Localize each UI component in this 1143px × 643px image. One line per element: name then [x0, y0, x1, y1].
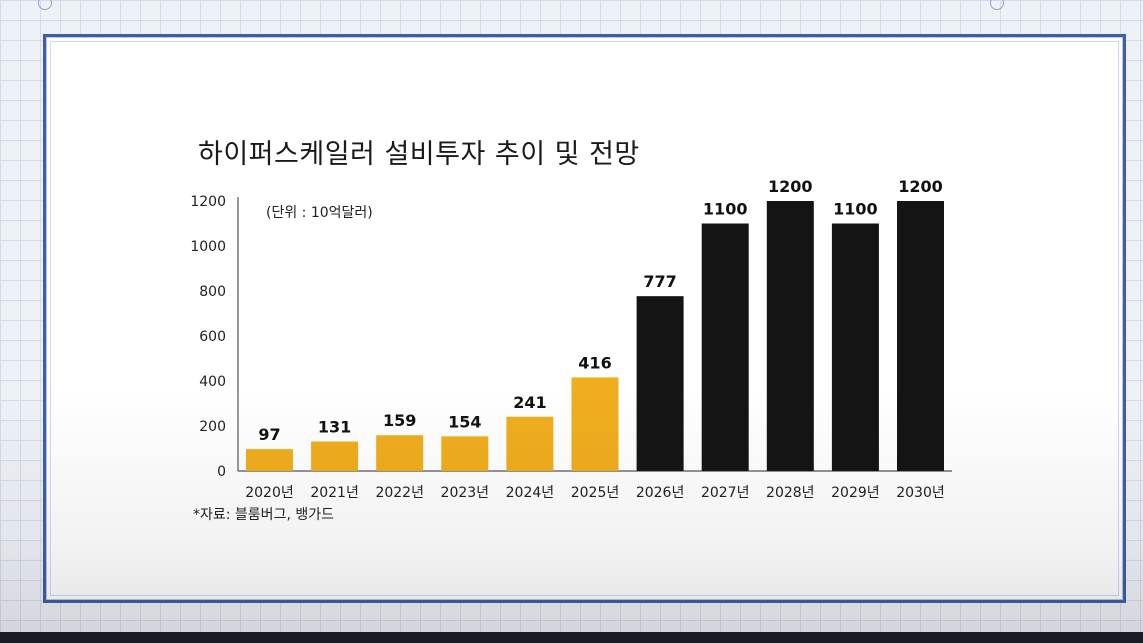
y-tick-label: 1000: [190, 239, 226, 255]
chart-title: 하이퍼스케일러 설비투자 추이 및 전망: [198, 139, 640, 170]
y-tick-label: 200: [199, 419, 226, 435]
x-tick-label: 2024년: [506, 485, 555, 501]
x-tick-label: 2022년: [375, 485, 424, 501]
bar-2023년: [441, 436, 489, 471]
corner-mark-left: [38, 0, 52, 10]
x-tick-label: 2029년: [831, 485, 880, 501]
bar-2029년: [831, 223, 879, 471]
bar-2022년: [376, 435, 424, 471]
y-tick-label: 400: [199, 374, 226, 390]
data-label: 1200: [768, 177, 813, 196]
y-tick-label: 1200: [190, 194, 226, 210]
data-label: 1100: [833, 200, 878, 219]
bar-2024년: [506, 416, 554, 471]
bottom-strip: [0, 632, 1143, 643]
x-tick-label: 2021년: [310, 485, 359, 501]
bar-2021년: [311, 441, 359, 471]
data-label: 241: [513, 393, 546, 412]
data-label: 131: [318, 418, 351, 437]
data-label: 777: [643, 272, 676, 291]
bar-2027년: [701, 223, 749, 471]
x-tick-label: 2020년: [245, 485, 294, 501]
bar-2025년: [571, 377, 619, 471]
x-tick-label: 2025년: [571, 485, 620, 501]
x-tick-label: 2023년: [441, 485, 490, 501]
data-label: 416: [578, 353, 611, 372]
y-tick-label: 800: [199, 284, 226, 300]
corner-mark-right: [990, 0, 1004, 10]
x-tick-label: 2026년: [636, 485, 685, 501]
data-label: 1100: [703, 200, 748, 219]
chart-frame: [43, 34, 1126, 603]
data-label: 97: [258, 425, 280, 444]
source-note: *자료: 블룸버그, 뱅가드: [193, 507, 334, 523]
data-label: 1200: [898, 177, 943, 196]
y-tick-label: 0: [217, 464, 226, 480]
y-tick-label: 600: [199, 329, 226, 345]
bar-2028년: [766, 201, 814, 471]
bar-2020년: [246, 449, 293, 471]
bar-2030년: [897, 201, 944, 471]
chart-frame-inner: [50, 41, 1119, 596]
data-label: 159: [383, 411, 416, 430]
x-tick-label: 2027년: [701, 485, 750, 501]
bar-2026년: [636, 296, 684, 471]
data-label: 154: [448, 412, 481, 431]
x-tick-label: 2030년: [896, 485, 945, 501]
unit-note: (단위 : 10억달러): [266, 205, 373, 221]
x-tick-label: 2028년: [766, 485, 815, 501]
